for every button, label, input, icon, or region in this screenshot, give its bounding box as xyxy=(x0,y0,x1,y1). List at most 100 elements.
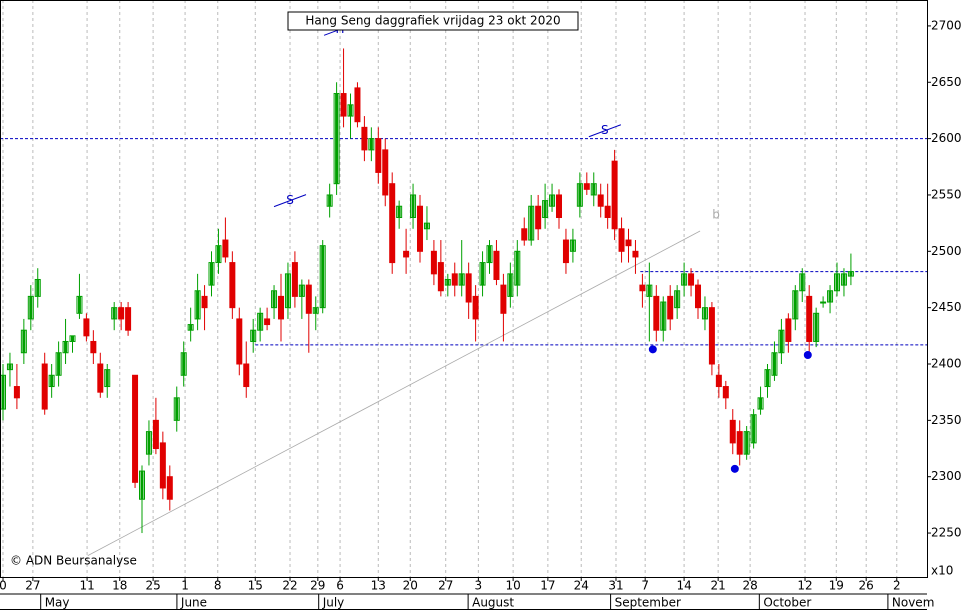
candle-fill xyxy=(147,431,151,455)
multiplier: x10 xyxy=(931,564,953,578)
title-box: Hang Seng daggrafiek vrijdag 23 okt 2020 xyxy=(287,11,579,31)
candle-body xyxy=(264,318,271,326)
x-tick-label: 27 xyxy=(25,579,40,593)
candle-body xyxy=(785,318,792,342)
annotation-stroke xyxy=(588,124,622,138)
candle-body xyxy=(97,363,104,393)
candle-fill xyxy=(64,341,68,353)
annotation: b xyxy=(712,208,720,222)
candle-fill xyxy=(8,364,12,370)
candle-body xyxy=(83,318,90,337)
candle-body xyxy=(722,386,729,399)
x-tick-label: 24 xyxy=(574,579,589,593)
candle-fill xyxy=(272,290,276,308)
candle-fill xyxy=(216,245,220,263)
candle-fill xyxy=(842,273,846,286)
title-frame xyxy=(287,11,579,31)
candle-body xyxy=(361,126,368,151)
candle-body xyxy=(653,295,660,331)
candle-fill xyxy=(578,183,582,207)
candle-fill xyxy=(77,296,81,314)
candle-body xyxy=(229,262,236,309)
candle-fill xyxy=(50,375,54,387)
candle-fill xyxy=(175,397,179,421)
y-tick-label: 2400 xyxy=(931,357,962,371)
candle-fill xyxy=(821,302,825,304)
x-tick-label: 27 xyxy=(438,579,453,593)
candle-body xyxy=(152,419,159,450)
candle-fill xyxy=(550,194,554,207)
candle-fill xyxy=(258,313,262,331)
candle-body xyxy=(118,307,125,320)
month-label: May xyxy=(45,596,70,610)
candle-fill xyxy=(251,330,255,342)
y-tick-label: 2250 xyxy=(931,526,962,540)
x-tick-label: 10 xyxy=(505,579,520,593)
candle-fill xyxy=(425,223,429,229)
candle-body xyxy=(493,250,500,280)
candle-fill xyxy=(675,290,679,308)
x-tick-label: 18 xyxy=(112,579,127,593)
candle-fill xyxy=(515,251,519,286)
candle-fill xyxy=(411,194,415,218)
candle-body xyxy=(695,284,702,309)
candle-fill xyxy=(397,206,401,218)
annotation-stroke xyxy=(273,194,307,208)
x-tick-label: 13 xyxy=(371,579,386,593)
x-tick-label: 6 xyxy=(336,579,344,593)
candle-body xyxy=(562,239,569,264)
candle-fill xyxy=(446,279,450,286)
month-label: October xyxy=(763,596,811,610)
y-tick-label: 2550 xyxy=(931,187,962,201)
x-tick-label: 26 xyxy=(859,579,874,593)
month-label: Novem xyxy=(892,596,935,610)
x-tick-label: 12 xyxy=(797,579,812,593)
candle-fill xyxy=(57,352,61,376)
candle-body xyxy=(278,295,285,320)
candle-body xyxy=(465,273,472,303)
x-tick-label: 21 xyxy=(711,579,726,593)
candle-fill xyxy=(112,307,116,319)
candle-body xyxy=(688,273,695,286)
candle-fill xyxy=(321,245,325,308)
candle-body xyxy=(291,262,298,297)
candle-fill xyxy=(508,273,512,297)
candle-body xyxy=(667,295,674,320)
x-tick-label: 25 xyxy=(145,579,160,593)
candle-fill xyxy=(349,104,353,117)
credit: © ADN Beursanalyse xyxy=(10,554,137,568)
x-tick-label: 0 xyxy=(0,579,7,593)
candle-fill xyxy=(752,414,756,443)
candle-body xyxy=(389,183,396,264)
candle-body xyxy=(375,138,382,173)
candle-fill xyxy=(759,397,763,410)
candle-fill xyxy=(29,296,33,319)
signal-dot xyxy=(648,345,657,354)
candle-body xyxy=(806,295,813,342)
candle-fill xyxy=(460,273,464,286)
x-tick-label: 22 xyxy=(282,579,297,593)
candle-body xyxy=(472,295,479,320)
candle-fill xyxy=(571,240,575,252)
x-tick-label: 15 xyxy=(248,579,263,593)
y-tick-label: 2700 xyxy=(931,18,962,32)
candle-body xyxy=(618,228,625,252)
candle-fill xyxy=(314,307,318,314)
plot-frame xyxy=(0,0,928,578)
month-label: June xyxy=(180,596,207,610)
candle-body xyxy=(715,374,722,388)
candle-body xyxy=(430,250,437,275)
candle-fill xyxy=(835,273,839,291)
candle-fill xyxy=(189,324,193,331)
candle-fill xyxy=(105,369,109,387)
candle-body xyxy=(451,273,458,286)
candle-body xyxy=(597,194,604,207)
month-label: August xyxy=(472,596,514,610)
signal-dot xyxy=(803,350,812,359)
candle-body xyxy=(611,160,618,230)
candle-fill xyxy=(335,93,339,184)
candle-body xyxy=(90,340,97,354)
y-tick-label: 2600 xyxy=(931,131,962,145)
candle-fill xyxy=(828,290,832,303)
candle-fill xyxy=(814,313,818,342)
